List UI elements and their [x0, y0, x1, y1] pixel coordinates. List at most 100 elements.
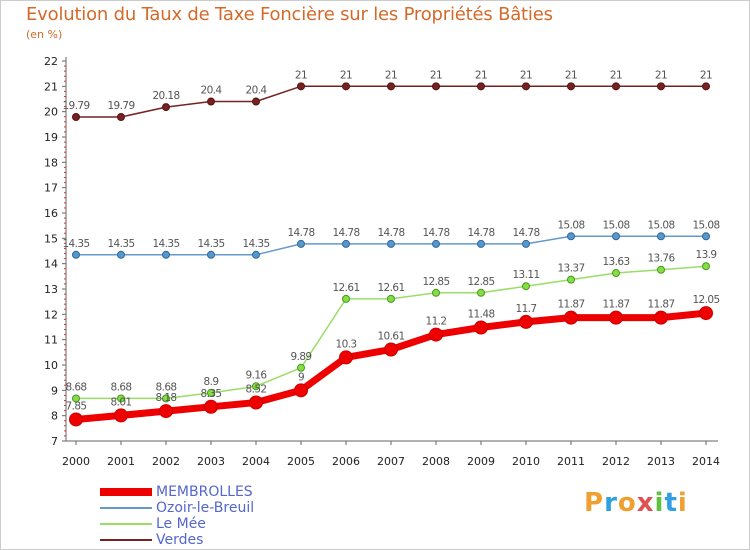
- x-tick-label: 2003: [197, 455, 225, 468]
- data-point: [162, 103, 170, 112]
- data-point: [474, 320, 488, 335]
- x-tick-label: 2000: [62, 455, 90, 468]
- data-point: [297, 82, 305, 91]
- chart-title: Evolution du Taux de Taxe Foncière sur l…: [26, 4, 553, 25]
- x-tick-label: 2011: [557, 455, 585, 468]
- x-tick-label: 2009: [467, 455, 495, 468]
- logo-letter: o: [617, 488, 637, 518]
- data-point: [117, 394, 125, 403]
- y-tick-label: 14: [44, 258, 58, 271]
- logo-letter: r: [604, 488, 618, 518]
- x-tick-label: 2004: [242, 455, 270, 468]
- data-point: [117, 250, 125, 259]
- data-point: [384, 342, 398, 357]
- data-label: 14.35: [107, 238, 134, 250]
- data-point: [429, 327, 443, 342]
- data-point: [567, 232, 575, 241]
- data-label: 21: [520, 69, 532, 81]
- data-label: 12.61: [332, 282, 359, 294]
- data-label: 14.78: [332, 227, 359, 239]
- data-label: 8.52: [246, 383, 267, 395]
- data-label: 14.78: [467, 227, 494, 239]
- legend-label: Verdes: [156, 532, 204, 548]
- legend-item: Le Mée: [100, 516, 400, 532]
- data-point: [297, 363, 305, 372]
- x-tick-label: 2007: [377, 455, 405, 468]
- data-point: [72, 250, 80, 259]
- line-chart: 7 8 9 10 11 12 13 14 15 16 17 18 19 20 21 22 2000 2001 200…: [44, 55, 720, 468]
- y-tick-label: 17: [44, 182, 58, 195]
- data-label: 11.87: [647, 299, 674, 311]
- data-point: [567, 82, 575, 91]
- data-point: [339, 350, 353, 365]
- x-tick-label: 2006: [332, 455, 360, 468]
- data-point: [162, 250, 170, 259]
- data-point: [252, 250, 260, 259]
- data-point: [612, 232, 620, 241]
- data-point: [297, 239, 305, 248]
- data-label: 11.87: [557, 299, 584, 311]
- data-point: [162, 394, 170, 403]
- data-point: [342, 82, 350, 91]
- data-label: 21: [475, 69, 487, 81]
- data-point: [657, 232, 665, 241]
- data-label: 12.85: [467, 276, 494, 288]
- data-label: 12.85: [422, 276, 449, 288]
- data-label: 14.35: [62, 238, 89, 250]
- unit-label: (en %): [26, 28, 63, 41]
- y-tick-label: 21: [44, 80, 58, 93]
- x-tick-label: 2001: [107, 455, 135, 468]
- data-point: [477, 288, 485, 297]
- data-point: [564, 310, 578, 325]
- data-point: [432, 288, 440, 297]
- x-tick-label: 2012: [602, 455, 630, 468]
- legend-item: Verdes: [100, 532, 400, 548]
- data-point: [72, 394, 80, 403]
- y-tick-label: 11: [44, 334, 58, 347]
- data-point: [342, 294, 350, 303]
- data-point: [249, 395, 263, 410]
- y-tick-label: 12: [44, 308, 58, 321]
- x-tick-label: 2002: [152, 455, 180, 468]
- data-label: 12.61: [377, 282, 404, 294]
- data-label: 20.4: [201, 85, 223, 97]
- legend-item: Ozoir-le-Breuil: [100, 500, 400, 516]
- data-point: [69, 412, 83, 427]
- data-point: [657, 265, 665, 274]
- data-label: 8.68: [66, 381, 87, 393]
- data-label: 14.78: [377, 227, 404, 239]
- legend-label: Le Mée: [156, 516, 206, 532]
- data-point: [699, 306, 713, 321]
- data-point: [654, 310, 668, 325]
- legend-label: MEMBROLLES: [156, 484, 253, 500]
- data-label: 14.35: [152, 238, 179, 250]
- series-3: [72, 82, 710, 121]
- data-label: 13.9: [696, 249, 717, 261]
- data-label: 8.68: [111, 381, 132, 393]
- y-tick-label: 13: [44, 283, 58, 296]
- data-label: 21: [700, 69, 712, 81]
- y-tick-label: 9: [51, 384, 58, 397]
- legend-swatch: [100, 507, 152, 509]
- data-label: 9.16: [246, 369, 268, 381]
- data-point: [522, 239, 530, 248]
- data-point: [252, 97, 260, 106]
- x-tick-label: 2008: [422, 455, 450, 468]
- y-tick-label: 10: [44, 359, 58, 372]
- y-tick-label: 8: [51, 410, 58, 423]
- data-point: [207, 250, 215, 259]
- data-label: 8.68: [156, 381, 177, 393]
- data-point: [432, 82, 440, 91]
- data-point: [567, 275, 575, 284]
- data-label: 9: [298, 371, 304, 383]
- data-label: 11.2: [426, 316, 447, 328]
- data-labels-layer: 7.85 8.01 8.18 8.35 8.52 9 10.3 10.61 11.2 11.48 1…: [62, 69, 720, 412]
- x-tick-label: 2013: [647, 455, 675, 468]
- series-layer: [69, 82, 713, 427]
- y-tick-label: 20: [44, 106, 58, 119]
- data-label: 15.08: [602, 219, 629, 231]
- x-tick-label: 2005: [287, 455, 315, 468]
- logo-letter: x: [636, 488, 655, 518]
- data-label: 10.3: [336, 338, 357, 350]
